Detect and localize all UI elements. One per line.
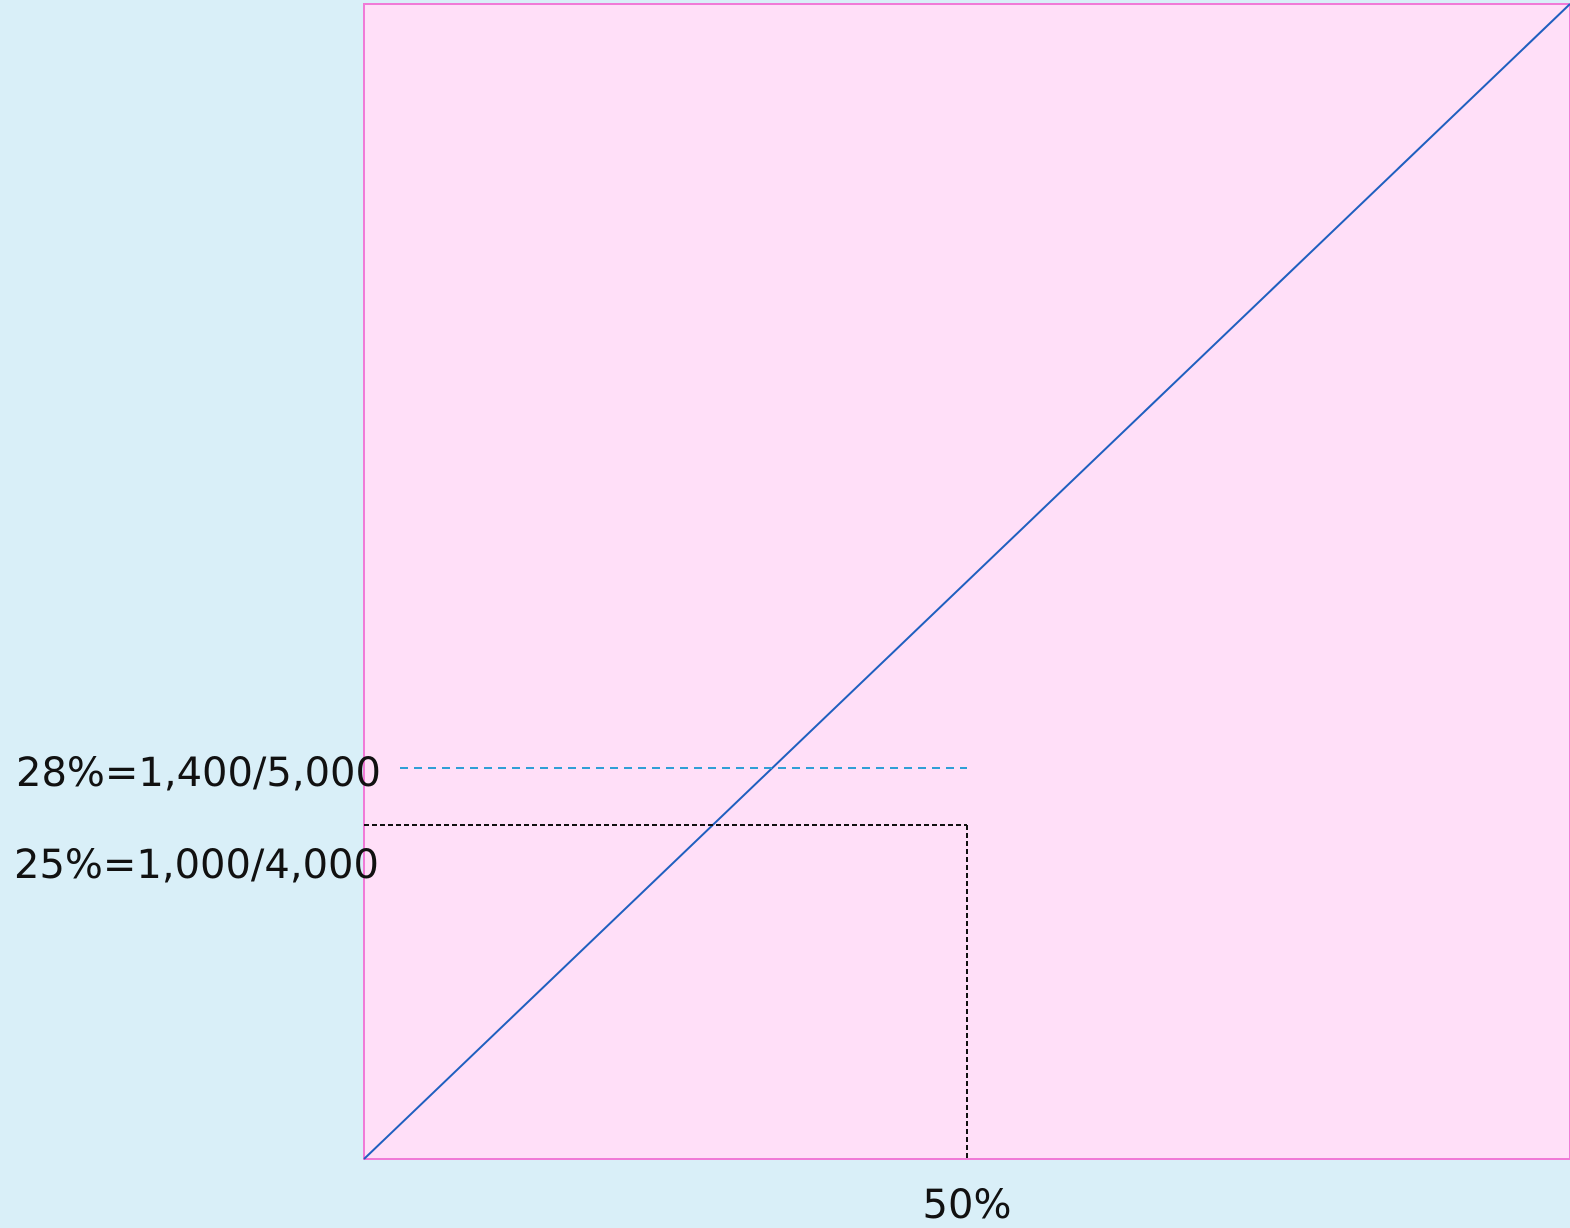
lower-y-label: 25%=1,000/4,000: [14, 842, 379, 888]
upper-y-label: 28%=1,400/5,000: [16, 750, 381, 796]
diagonal-line: [363, 3, 1570, 1160]
x-axis-label: 50%: [923, 1182, 1012, 1228]
